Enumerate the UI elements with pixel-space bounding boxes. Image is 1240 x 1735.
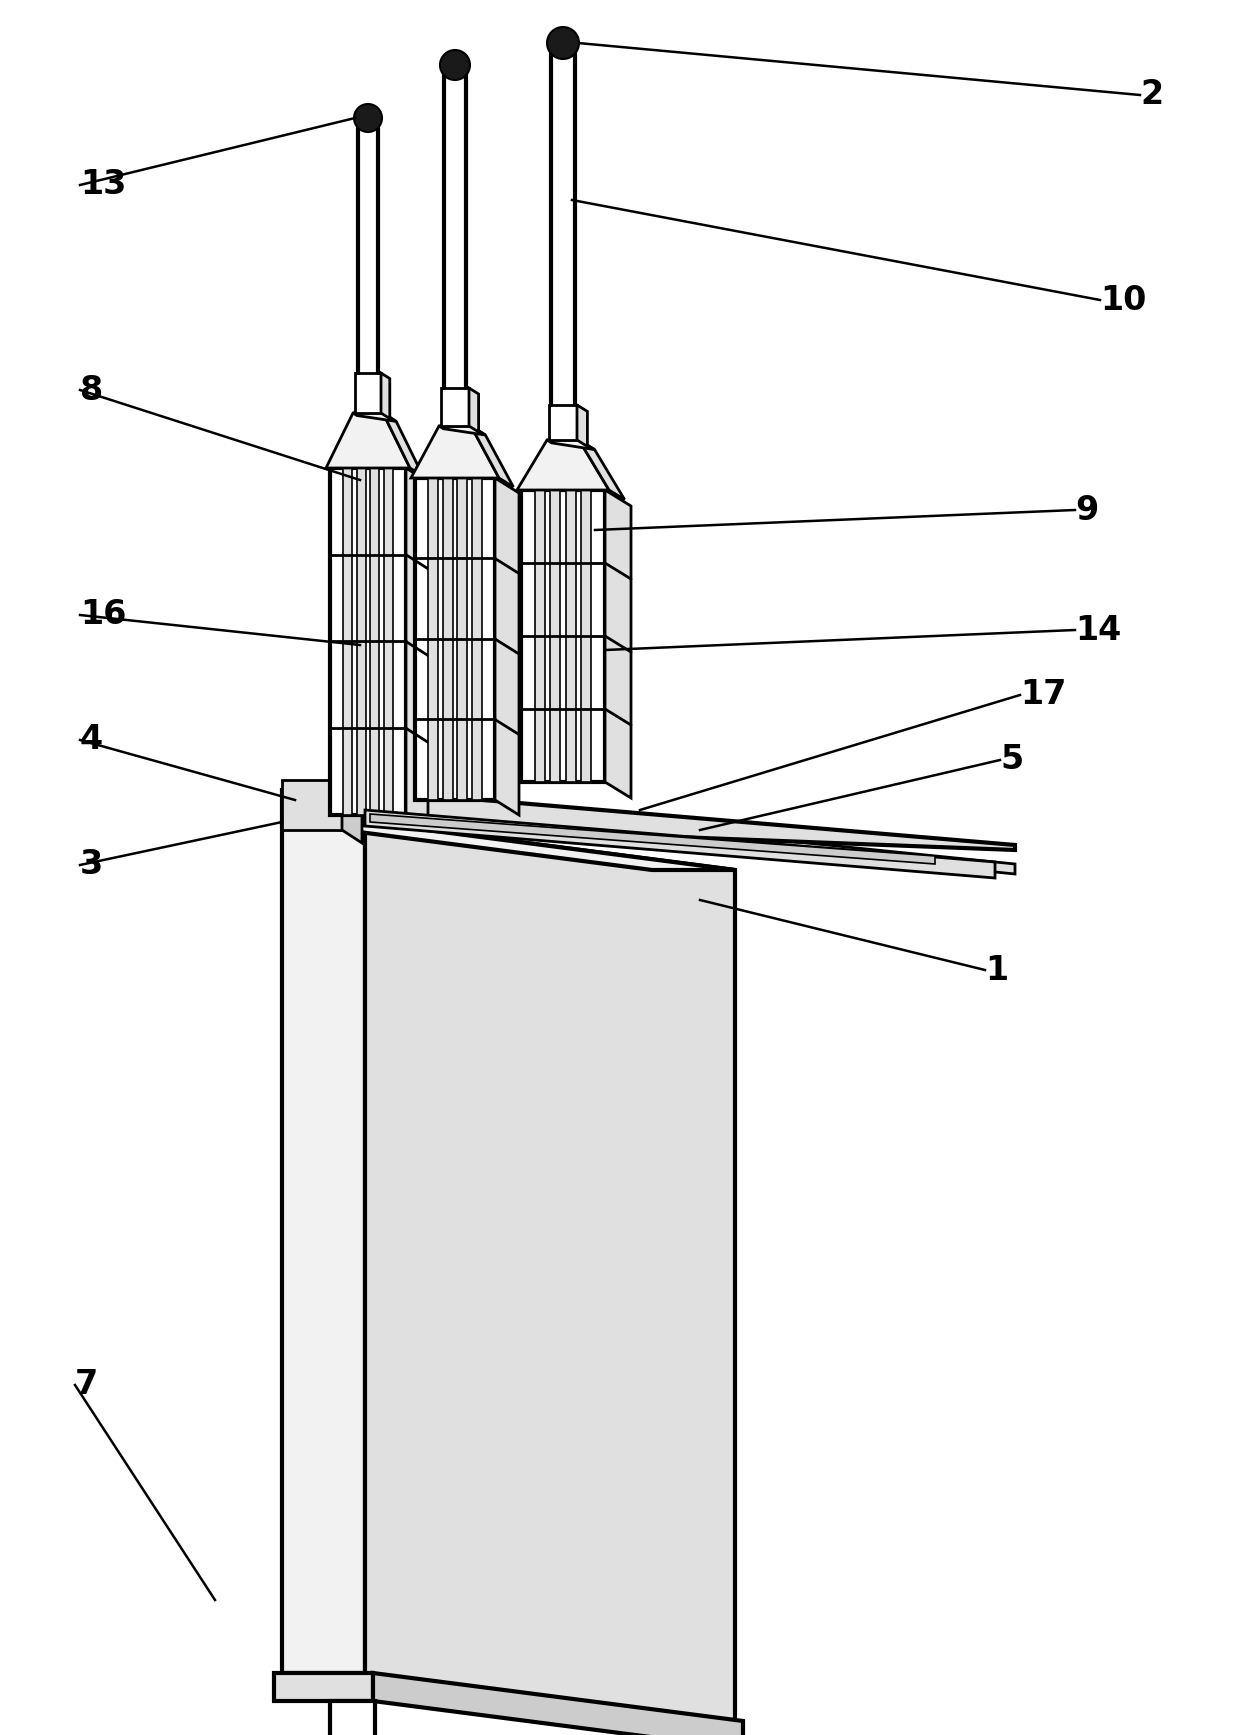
Text: 7: 7 [74,1369,98,1402]
Circle shape [353,104,382,132]
Polygon shape [547,441,595,449]
Polygon shape [365,789,1016,850]
Polygon shape [370,814,935,864]
Polygon shape [439,427,485,435]
Text: 5: 5 [999,744,1023,777]
Polygon shape [326,413,410,468]
Polygon shape [428,479,438,800]
Polygon shape [472,479,482,800]
Polygon shape [365,810,994,878]
Text: 16: 16 [81,599,126,632]
Polygon shape [579,441,625,500]
Polygon shape [381,373,389,418]
Polygon shape [565,489,575,782]
Circle shape [440,50,470,80]
Polygon shape [405,468,428,829]
Text: 9: 9 [1075,493,1099,526]
Polygon shape [274,1673,373,1700]
Polygon shape [281,789,365,826]
Text: 4: 4 [81,723,103,756]
Polygon shape [365,822,735,1721]
Polygon shape [521,489,605,782]
Text: 8: 8 [81,373,103,406]
Polygon shape [495,479,520,815]
Polygon shape [410,427,498,479]
Polygon shape [534,489,544,782]
Text: 1: 1 [985,954,1008,987]
Polygon shape [353,413,397,422]
Polygon shape [582,489,591,782]
Circle shape [547,28,579,59]
Polygon shape [549,404,577,441]
Polygon shape [342,468,352,815]
Polygon shape [415,479,495,800]
Polygon shape [469,389,479,432]
Polygon shape [281,822,365,1673]
Polygon shape [281,789,1016,874]
Polygon shape [342,781,362,843]
Polygon shape [330,468,405,815]
Polygon shape [371,468,379,815]
Polygon shape [281,781,342,829]
Polygon shape [373,1673,743,1735]
Polygon shape [281,822,735,869]
Polygon shape [458,479,467,800]
Polygon shape [471,427,513,488]
Polygon shape [443,479,453,800]
Text: 10: 10 [1100,283,1146,316]
Polygon shape [577,404,588,446]
Polygon shape [357,468,366,815]
Polygon shape [551,489,560,782]
Text: 3: 3 [81,848,103,881]
Polygon shape [384,468,393,815]
Polygon shape [605,489,631,798]
Text: 17: 17 [1021,678,1066,711]
Polygon shape [517,441,609,489]
Text: 2: 2 [1140,78,1163,111]
Text: 14: 14 [1075,614,1121,647]
Polygon shape [441,389,469,427]
Text: 13: 13 [81,168,126,201]
Polygon shape [355,373,381,413]
Polygon shape [330,1700,374,1735]
Polygon shape [383,413,423,477]
